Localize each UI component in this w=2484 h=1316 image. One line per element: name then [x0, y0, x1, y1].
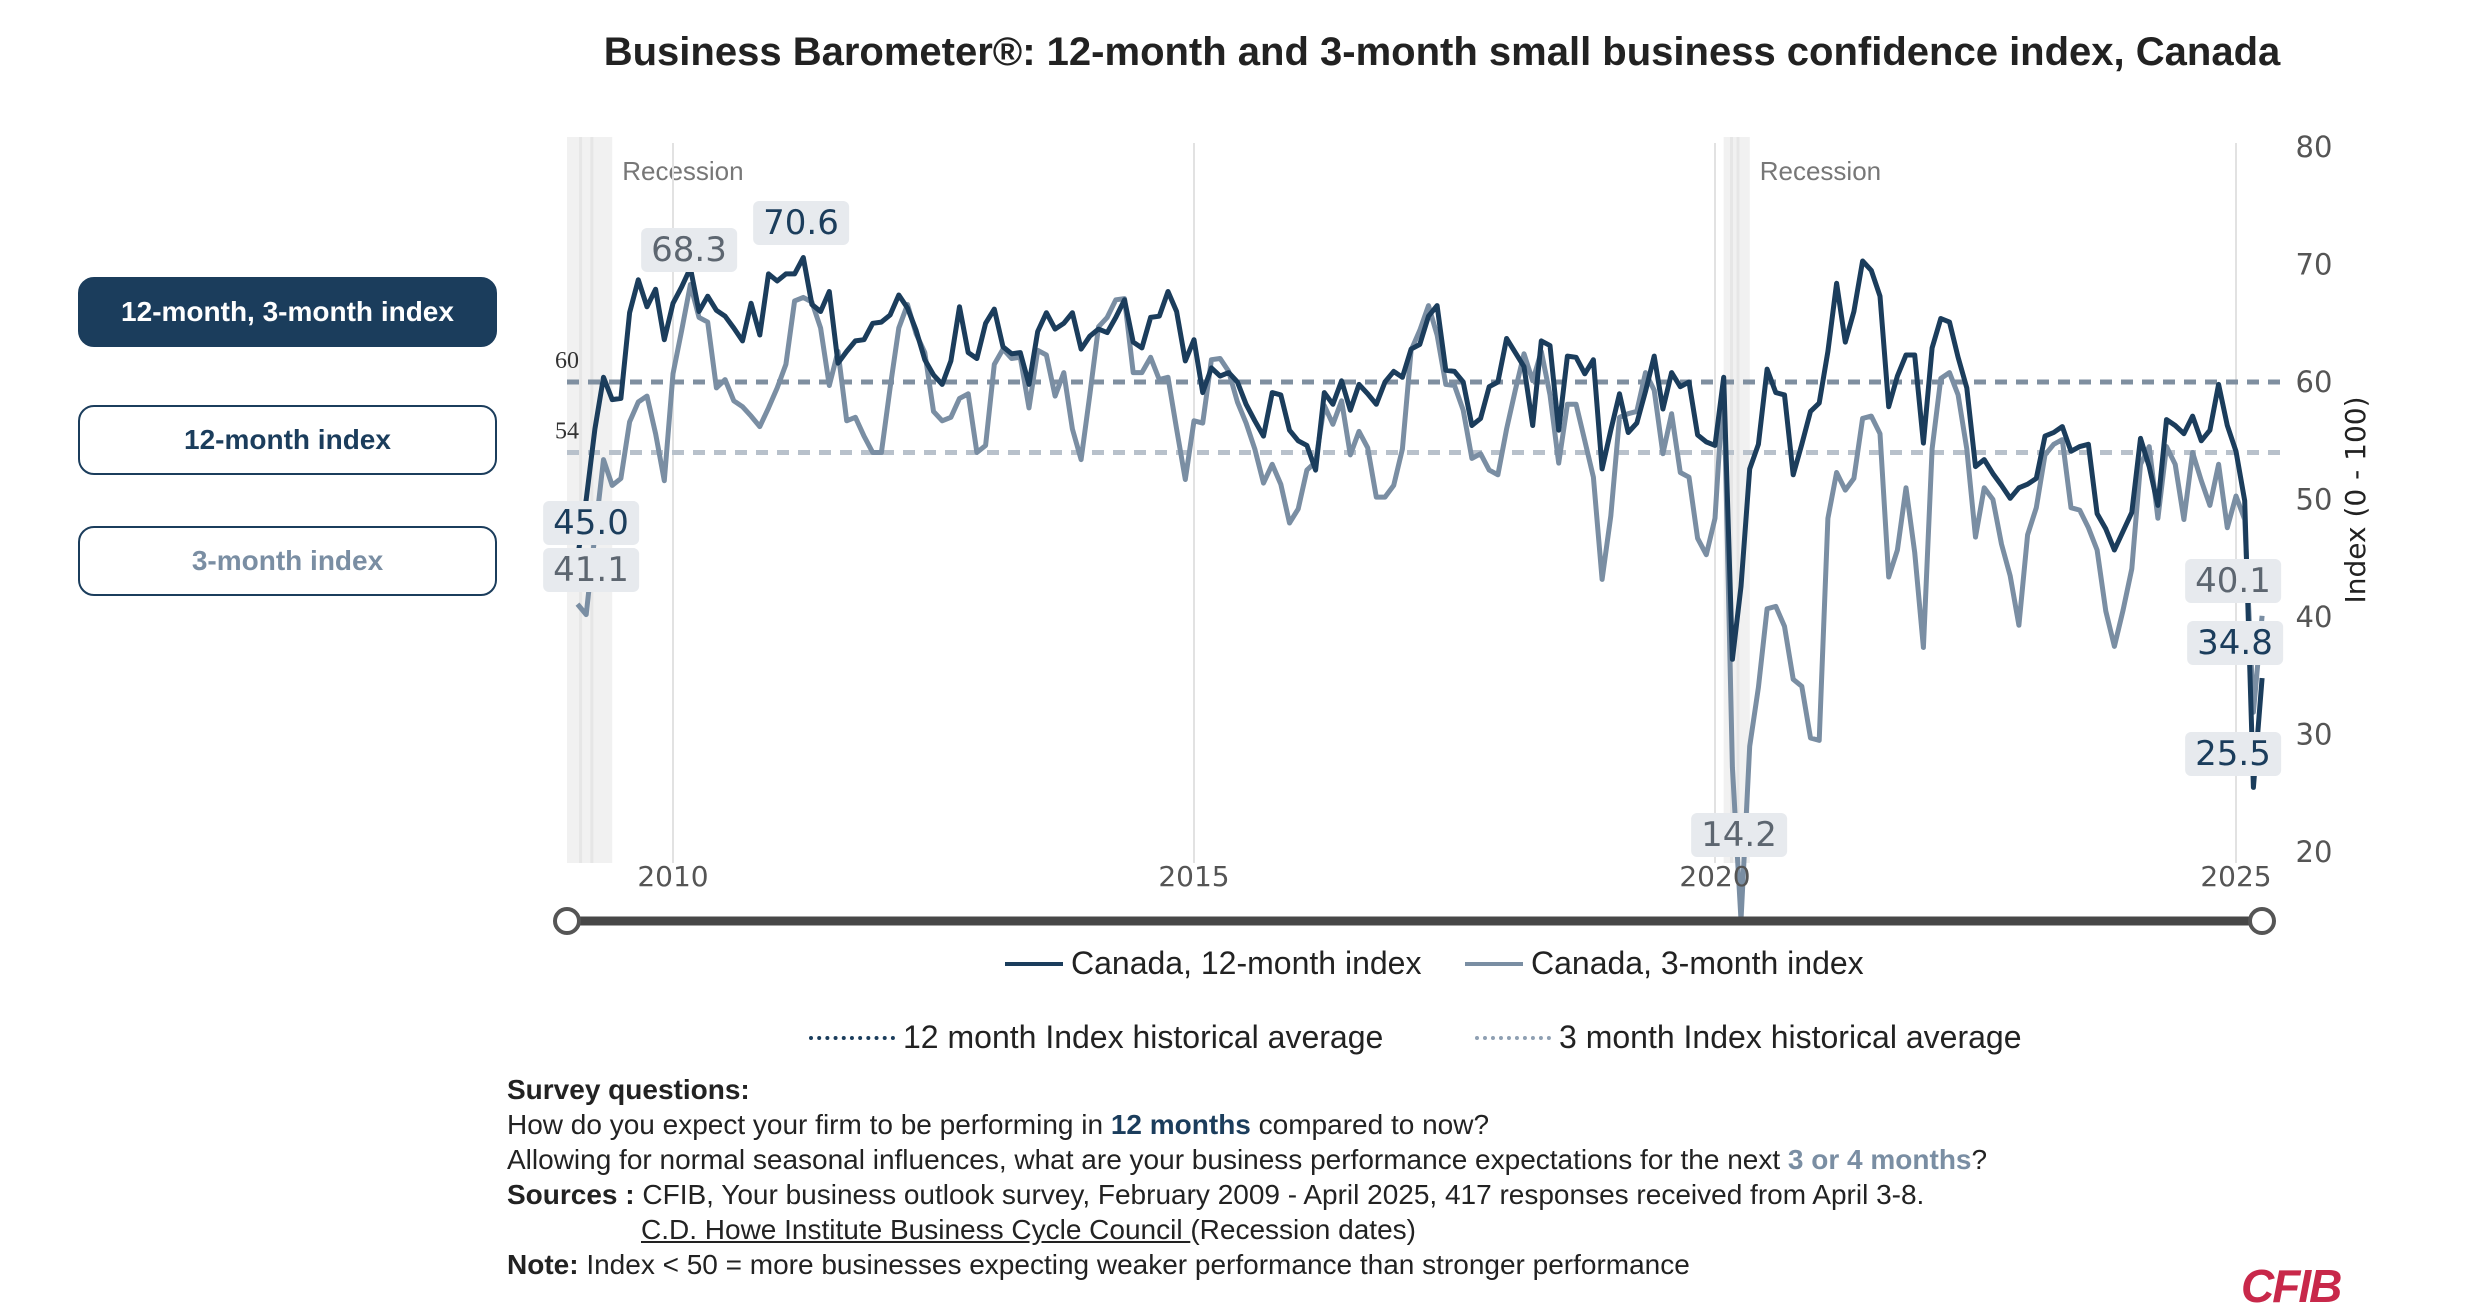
legend-item-12-month[interactable]: Canada, 12-month index — [1005, 945, 1421, 982]
legend-swatch-12-month-average — [809, 1035, 895, 1040]
series-line-12-month — [575, 255, 2265, 790]
x-tick-label: 2015 — [1158, 860, 1229, 893]
question-12-month: How do you expect your firm to be perfor… — [507, 1109, 1490, 1140]
range-slider[interactable] — [553, 907, 2276, 935]
legend-label-3-month: Canada, 3-month index — [1531, 945, 1864, 981]
recession-dates-note: (Recession dates) — [1190, 1214, 1416, 1245]
sources: Sources : CFIB, Your business outlook su… — [507, 1179, 1925, 1210]
recession-label: Recession — [1760, 156, 1881, 186]
legend-swatch-3-month — [1465, 961, 1523, 966]
legend-item-3-month[interactable]: Canada, 3-month index — [1465, 945, 1864, 982]
y-tick-label: 60 — [2296, 365, 2333, 399]
button-3-month-index[interactable]: 3-month index — [78, 526, 497, 596]
legend-label-3-month-average: 3 month Index historical average — [1559, 1019, 2022, 1055]
x-tick-label: 2025 — [2200, 860, 2271, 893]
svg-text:CFIB: CFIB — [2241, 1262, 2341, 1310]
legend-label-12-month-average: 12 month Index historical average — [903, 1019, 1384, 1055]
recession-label: Recession — [622, 156, 743, 186]
button-12-month-index[interactable]: 12-month index — [78, 405, 497, 475]
chart-title: Business Barometer®: 12-month and 3-mont… — [603, 30, 2281, 74]
legend-swatch-3-month-average — [1475, 1035, 1551, 1040]
slider-handle-end[interactable] — [2248, 907, 2276, 935]
note: Note: Index < 50 = more businesses expec… — [507, 1249, 1690, 1280]
y-tick-label: 80 — [2296, 130, 2333, 164]
y-tick-label: 50 — [2296, 483, 2333, 517]
cfib-logo: CFIB — [2241, 1262, 2343, 1310]
cdhowe-link[interactable]: C.D. Howe Institute Business Cycle Counc… — [641, 1214, 1191, 1245]
question-3-month: Allowing for normal seasonal influences,… — [507, 1144, 1988, 1175]
data-label-25-5: 25.5 — [2185, 732, 2281, 776]
notes-block: Survey questions: How do you expect your… — [507, 1072, 1987, 1282]
data-label-34-8: 34.8 — [2187, 621, 2283, 665]
data-label-14-2: 14.2 — [1691, 813, 1787, 857]
legend-item-12-month-average[interactable]: 12 month Index historical average — [809, 1019, 1383, 1056]
y-axis-title: Index (0 - 100) — [2339, 397, 2372, 604]
legend-label-12-month: Canada, 12-month index — [1071, 945, 1422, 981]
x-tick-label: 2020 — [1679, 860, 1750, 893]
reference-line-label: 54 — [555, 419, 579, 445]
reference-line-label: 60 — [555, 348, 579, 374]
data-label-40-1: 40.1 — [2185, 559, 2281, 603]
data-label-70-6: 70.6 — [753, 201, 849, 245]
slider-handle-start[interactable] — [553, 907, 581, 935]
legend-swatch-12-month — [1005, 961, 1063, 966]
y-tick-label: 40 — [2296, 600, 2333, 634]
recession-band — [567, 137, 613, 863]
x-tick-label: 2010 — [637, 860, 708, 893]
legend-item-3-month-average[interactable]: 3 month Index historical average — [1475, 1019, 2021, 1056]
y-tick-label: 30 — [2296, 718, 2333, 752]
button-12-and-3-month-index[interactable]: 12-month, 3-month index — [78, 277, 497, 347]
data-label-68-3: 68.3 — [641, 228, 737, 272]
series-line-3-month — [575, 282, 2265, 923]
data-label-45-0: 45.0 — [543, 501, 639, 545]
y-tick-label: 70 — [2296, 248, 2333, 282]
survey-heading: Survey questions: — [507, 1074, 750, 1105]
y-tick-label: 20 — [2296, 835, 2333, 869]
data-label-41-1: 41.1 — [543, 548, 639, 592]
